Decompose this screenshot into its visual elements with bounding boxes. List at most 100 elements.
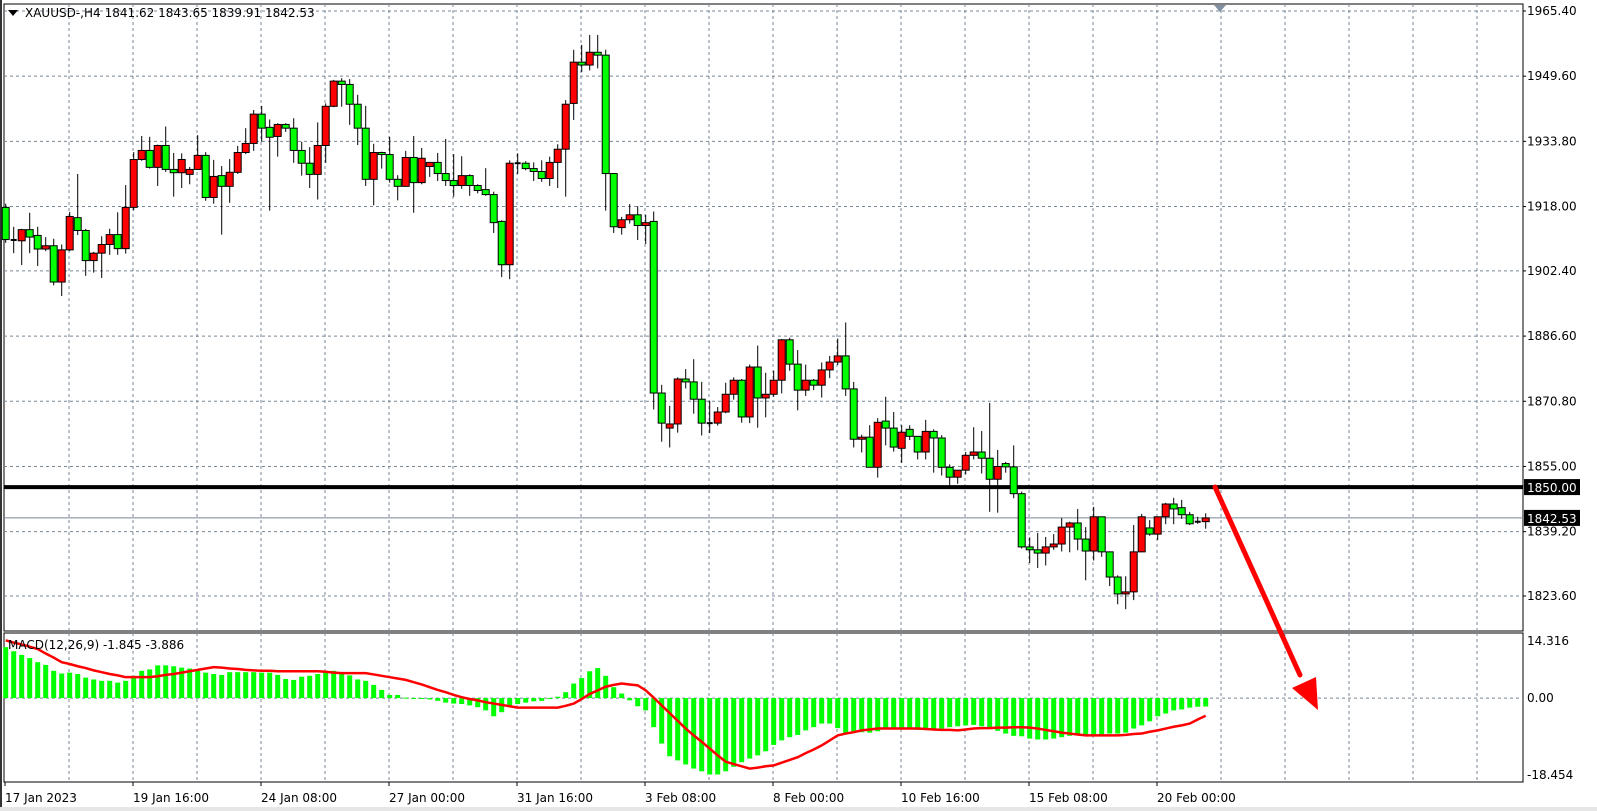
candle-body (841, 355, 850, 390)
candle-body (249, 113, 258, 144)
macd-histogram-bar (19, 654, 25, 699)
candle (601, 49, 610, 211)
macd-histogram-bar (763, 698, 769, 752)
candle-body (809, 379, 818, 386)
macd-histogram-bar (979, 698, 985, 727)
candle-body (625, 214, 634, 221)
price-axis-label: 1933.80 (1527, 134, 1577, 148)
macd-histogram-bar (283, 678, 289, 699)
candle-body (449, 180, 458, 187)
candle (706, 400, 713, 434)
candle (921, 419, 930, 460)
macd-histogram-bar (707, 698, 713, 775)
macd-histogram-bar (715, 698, 721, 775)
macd-histogram-bar (1043, 698, 1049, 740)
macd-histogram-bar (483, 698, 489, 711)
candle-body (121, 206, 130, 250)
candle (569, 49, 578, 120)
macd-histogram-bar (747, 698, 753, 759)
candle-body (697, 398, 706, 424)
candle (585, 34, 594, 71)
candle-body (937, 437, 946, 468)
dropdown-triangle-icon[interactable] (8, 10, 18, 16)
macd-histogram-bar (971, 698, 977, 725)
macd-histogram-bar (699, 698, 705, 772)
candle-body (793, 363, 802, 391)
candle-body (1017, 493, 1026, 548)
candle (681, 369, 690, 389)
candle (625, 204, 634, 224)
candle-body (233, 152, 242, 173)
chart-shift-marker-icon[interactable] (1214, 5, 1226, 12)
candle-body (241, 142, 250, 154)
candle (985, 402, 994, 512)
candle (521, 161, 530, 171)
time-axis-label: 8 Feb 00:00 (773, 791, 844, 805)
candle-body (601, 54, 610, 175)
macd-histogram-bar (59, 673, 65, 699)
candle (81, 228, 90, 276)
macd-histogram-bar (515, 698, 521, 705)
candle (185, 166, 194, 185)
macd-histogram-bar (731, 698, 737, 767)
macd-histogram-bar (939, 698, 945, 729)
candle (329, 79, 338, 108)
candle (1129, 525, 1138, 601)
current-price-tag: 1842.53 (1524, 509, 1580, 526)
candle (369, 143, 378, 206)
candle-body (89, 252, 98, 262)
candle-body (753, 366, 762, 399)
candle-body (361, 127, 370, 180)
candle (1009, 445, 1018, 499)
candle (1033, 532, 1042, 568)
chart-header: XAUUSD-,H4 1841.62 1843.65 1839.91 1842.… (8, 6, 315, 20)
candle-body (321, 105, 330, 146)
candle-body (369, 152, 378, 180)
candle-body (401, 156, 410, 187)
candle (857, 434, 866, 453)
candle (713, 407, 722, 426)
candle (361, 105, 370, 186)
candle-body (689, 381, 698, 400)
candle-body (649, 220, 658, 394)
candle-body (825, 361, 834, 371)
candle (993, 449, 1002, 513)
candle-body (529, 168, 538, 172)
candle (233, 145, 242, 174)
candle (105, 228, 114, 255)
candle-body (441, 173, 450, 182)
macd-histogram-bar (827, 698, 833, 724)
candle (241, 128, 250, 155)
candle-body (1105, 551, 1114, 578)
candle (729, 377, 738, 400)
price-axis-label: 1918.00 (1527, 200, 1577, 214)
candle-body (921, 430, 930, 453)
candle-body (201, 154, 210, 198)
candle-body (25, 229, 34, 238)
macd-histogram-bar (835, 698, 841, 729)
candle (809, 378, 818, 391)
candle-body (185, 168, 194, 175)
candle-body (265, 126, 274, 138)
candle-body (1097, 516, 1106, 553)
candle-body (913, 435, 922, 453)
candle-body (1065, 522, 1074, 528)
candle (905, 425, 914, 441)
down-arrow-annotation[interactable] (1212, 484, 1318, 710)
macd-histogram-bar (859, 698, 865, 733)
candle (481, 168, 490, 196)
macd-histogram-bar (531, 698, 537, 702)
candle (41, 237, 50, 252)
candle-body (73, 217, 82, 231)
candle-body (113, 234, 122, 250)
candle (785, 337, 794, 371)
candle-body (1145, 527, 1154, 535)
candle (953, 469, 962, 484)
candle-body (169, 168, 178, 174)
candle (1041, 537, 1050, 566)
macd-histogram-bar (1067, 698, 1073, 736)
macd-panel-frame (3, 632, 1524, 783)
candle-body (977, 451, 986, 459)
candle-body (857, 436, 866, 440)
